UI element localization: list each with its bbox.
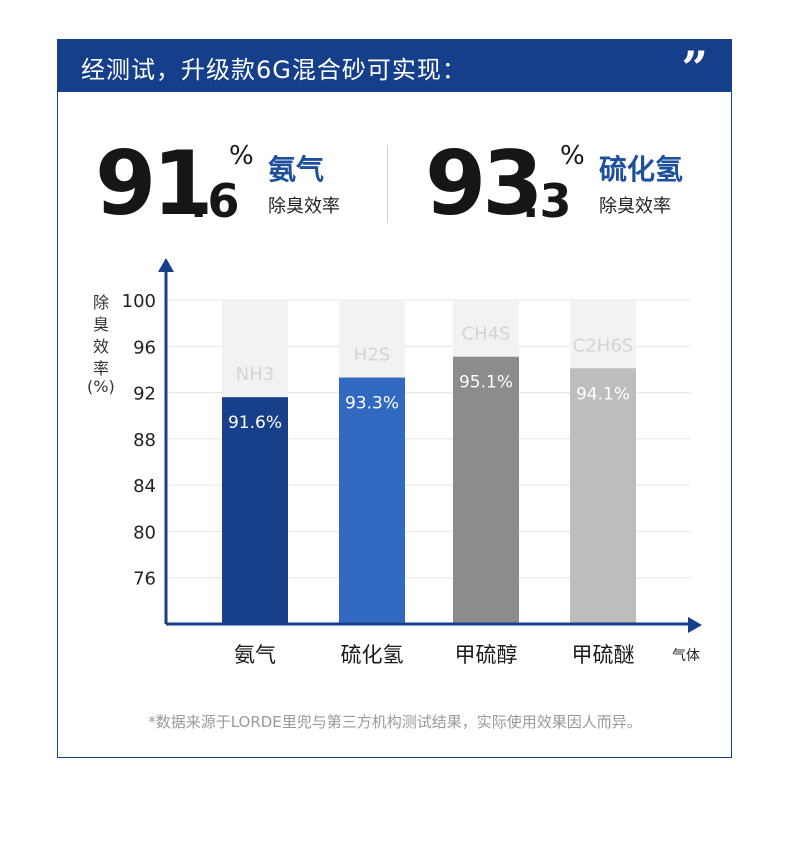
bar-formula-label: CH4S xyxy=(462,324,511,345)
stat-value-int: 93 xyxy=(425,132,543,235)
stat-label: 除臭效率 xyxy=(599,196,671,217)
y-axis-label-char: 除 xyxy=(93,293,110,312)
bar xyxy=(570,368,636,624)
x-axis-arrow-icon xyxy=(688,617,702,633)
stat-gas-name: 氨气 xyxy=(268,153,325,186)
y-tick-label: 88 xyxy=(133,430,156,451)
y-tick-label: 76 xyxy=(133,569,156,590)
bar-formula-label: H2S xyxy=(354,345,390,366)
y-tick-label: 80 xyxy=(133,522,156,543)
bar-value-label: 94.1% xyxy=(576,384,630,404)
y-axis-label-char: 效 xyxy=(93,337,110,356)
header-banner: 经测试，升级款6G混合砂可实现： ” xyxy=(57,39,732,92)
y-axis-label-unit: (%) xyxy=(87,377,115,396)
bar-formula-label: C2H6S xyxy=(573,335,633,356)
stat-unit: % xyxy=(229,141,254,171)
stat-gas-name: 硫化氢 xyxy=(599,153,684,186)
bar-formula-label: NH3 xyxy=(236,364,274,385)
bar-value-label: 91.6% xyxy=(228,413,282,433)
x-tick-label: 甲硫醇 xyxy=(455,643,518,667)
footnote: *数据来源于LORDE里兜与第三方机构测试结果，实际使用效果因人而异。 xyxy=(148,713,642,731)
y-axis-label-char: 臭 xyxy=(93,315,110,334)
stat-unit: % xyxy=(560,141,585,171)
stat-value-decimal: .6 xyxy=(190,174,240,228)
stat-value-int: 91 xyxy=(95,132,213,235)
y-tick-label: 92 xyxy=(133,384,156,405)
bar xyxy=(339,377,405,624)
x-tick-label: 氨气 xyxy=(234,643,276,667)
x-tick-label: 硫化氢 xyxy=(341,643,404,667)
y-axis-arrow-icon xyxy=(158,258,174,272)
stat-label: 除臭效率 xyxy=(268,196,340,217)
stat-divider xyxy=(387,145,388,223)
x-tick-label: 甲硫醚 xyxy=(572,643,635,667)
y-tick-label: 100 xyxy=(122,291,156,312)
y-tick-label: 96 xyxy=(133,337,156,358)
stat-value-decimal: .3 xyxy=(522,174,572,228)
bar-value-label: 95.1% xyxy=(459,373,513,393)
bar xyxy=(453,356,519,624)
bar xyxy=(222,397,288,624)
banner-title: 经测试，升级款6G混合砂可实现： xyxy=(81,56,467,84)
x-axis-label: 气体 xyxy=(672,648,700,664)
y-axis-label-char: 率 xyxy=(93,359,110,378)
quote-mark-icon: ” xyxy=(681,41,708,95)
bar-value-label: 93.3% xyxy=(345,394,399,414)
y-tick-label: 84 xyxy=(133,476,156,497)
